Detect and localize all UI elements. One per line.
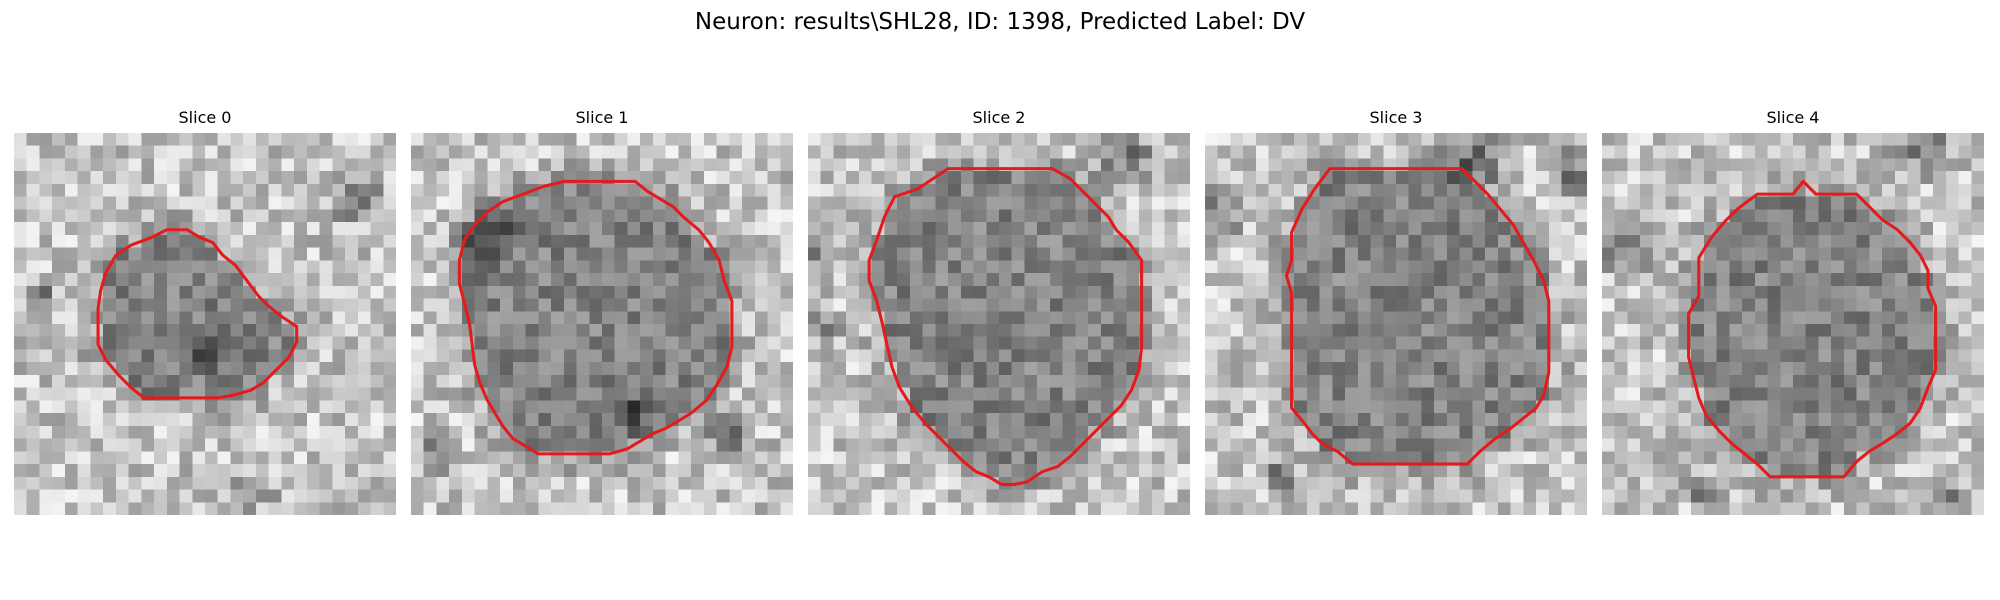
slice-image	[1602, 133, 1984, 515]
slice-panel-3: Slice 3	[1205, 108, 1587, 520]
slice-title: Slice 2	[972, 108, 1026, 127]
slice-title: Slice 3	[1369, 108, 1423, 127]
slice-image	[14, 133, 396, 515]
slice-title: Slice 4	[1766, 108, 1820, 127]
slice-panel-0: Slice 0	[14, 108, 396, 520]
slice-panel-2: Slice 2	[808, 108, 1190, 520]
slice-title: Slice 0	[178, 108, 232, 127]
slice-image	[1205, 133, 1587, 515]
slice-panel-4: Slice 4	[1602, 108, 1984, 520]
figure-title: Neuron: results\SHL28, ID: 1398, Predict…	[694, 9, 1306, 35]
slice-panel-1: Slice 1	[411, 108, 793, 520]
slice-image	[808, 133, 1190, 515]
slice-title: Slice 1	[575, 108, 629, 127]
slice-image	[411, 133, 793, 515]
